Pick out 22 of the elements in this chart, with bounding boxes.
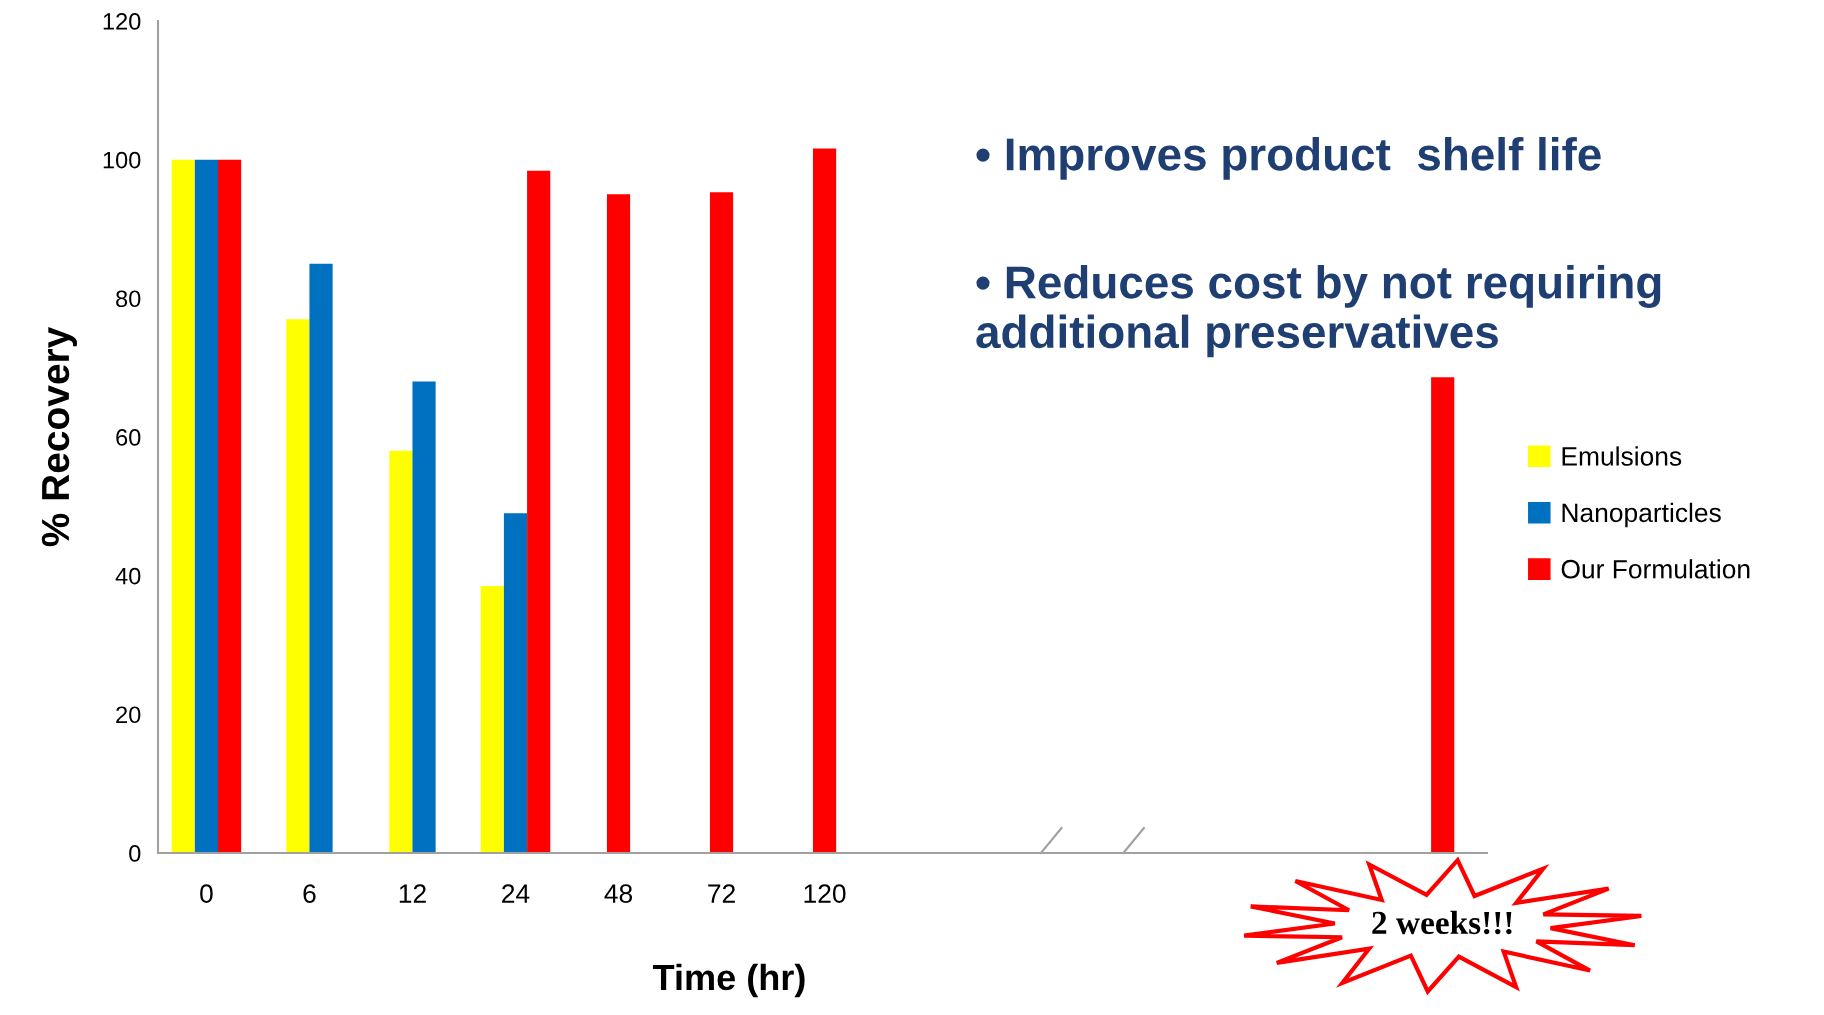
x-axis-title: Time (hr) <box>652 963 805 998</box>
y-tick-label: 0 <box>129 845 141 862</box>
x-tick-label: 72 <box>708 884 735 903</box>
annotation: • Improves product shelf life <box>976 137 1601 180</box>
y-tick-label: 40 <box>115 567 141 585</box>
y-tick-label: 60 <box>116 429 141 446</box>
y-tick-label: 80 <box>116 290 141 308</box>
x-tick-label: 2 weeks!!! <box>1372 910 1512 935</box>
x-tick-label: 48 <box>604 884 633 903</box>
y-axis-title: % Recovery <box>41 326 77 547</box>
y-tick-label: 100 <box>103 151 141 169</box>
y-tick-label: 20 <box>116 706 141 724</box>
x-tick-label: 6 <box>303 884 316 903</box>
legend-label: Emulsions <box>1562 446 1682 466</box>
x-tick-label: 120 <box>804 884 846 903</box>
legend-label: Our Formulation <box>1561 559 1750 579</box>
y-tick-label: 120 <box>103 13 141 30</box>
legend-label: Nanoparticles <box>1562 502 1721 528</box>
x-tick-label: 0 <box>200 884 213 903</box>
x-tick-label: 12 <box>399 884 426 903</box>
x-tick-label: 24 <box>502 884 530 903</box>
annotation: • Reduces cost by not requiring additional preservatives <box>976 265 1661 358</box>
